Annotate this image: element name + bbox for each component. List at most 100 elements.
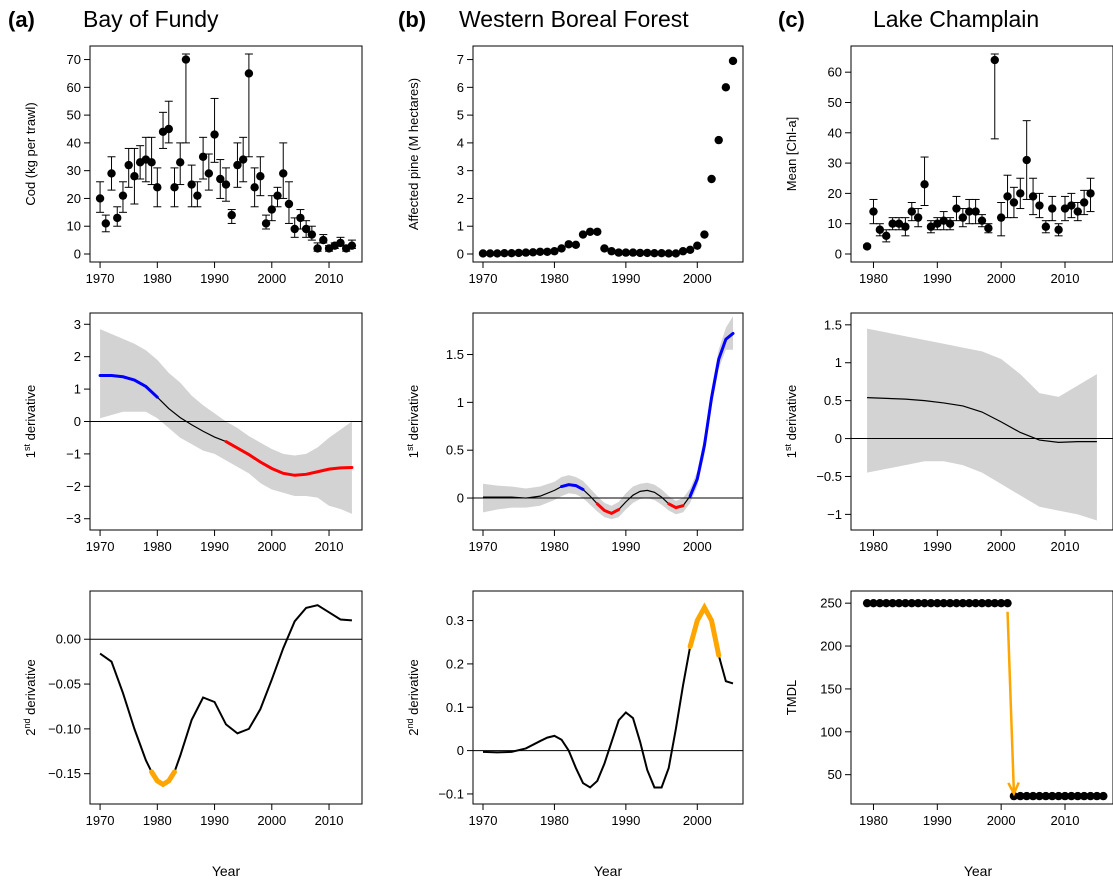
data-point [347, 241, 357, 250]
x-tick-label: 2000 [987, 539, 1016, 554]
data-point [147, 158, 156, 167]
x-tick-label: 2000 [683, 271, 712, 286]
y-tick-label: 10 [828, 216, 842, 231]
x-tick-label: 2010 [1051, 539, 1080, 554]
panel-0: 1970 1980 1990 2000 2010 0 10 20 30 40 50 60 70 Cod (… [23, 45, 363, 286]
data-point [1067, 201, 1076, 210]
data-point [153, 183, 162, 192]
y-tick-label: 0 [74, 247, 81, 262]
x-tick-label: 2000 [257, 813, 286, 828]
column-title-b: Western Boreal Forest [459, 6, 689, 32]
data-point [521, 248, 531, 257]
data-point [233, 160, 242, 170]
y-axis-label: Mean [Chl-a] [784, 117, 799, 191]
highlight-segment [688, 331, 735, 498]
data-point [926, 222, 936, 231]
data-point [284, 199, 294, 209]
panel-label-c: (c) [778, 7, 805, 32]
data-point [593, 227, 602, 236]
data-point [493, 249, 502, 258]
y-tick-label: 70 [67, 52, 81, 67]
data-point [221, 180, 231, 189]
data-point [913, 598, 923, 608]
x-tick-label: 2000 [257, 539, 286, 554]
y-axis-label: 1st derivative [783, 385, 799, 459]
data-point [901, 598, 910, 608]
highlight-segment [667, 502, 685, 510]
data-point [1086, 791, 1095, 801]
data-point [1016, 189, 1025, 198]
data-point [1073, 207, 1082, 216]
data-point [124, 160, 133, 170]
y-tick-label: 30 [828, 156, 842, 171]
data-point [1009, 198, 1019, 207]
data-point [678, 247, 688, 256]
data-point [894, 598, 904, 608]
data-point [907, 598, 916, 608]
data-point [996, 598, 1006, 608]
xlabel-b: Year [594, 863, 623, 879]
y-tick-label: 4 [457, 135, 464, 150]
data-point [500, 248, 509, 258]
x-tick-label: 1980 [143, 271, 172, 286]
data-point [250, 183, 259, 192]
y-tick-label: 3 [74, 317, 81, 332]
data-point [894, 219, 904, 228]
plot-area [478, 56, 738, 258]
x-tick-label: 1980 [540, 539, 569, 554]
x-tick-label: 1990 [200, 271, 229, 286]
x-tick-label: 1990 [923, 539, 952, 554]
plot-area [90, 329, 362, 514]
y-tick-label: −2 [66, 479, 81, 494]
plot-area [862, 598, 1108, 801]
xlabel-a: Year [212, 863, 241, 879]
data-point [1035, 791, 1044, 801]
data-point [1048, 204, 1057, 213]
plot-frame [89, 45, 363, 263]
y-tick-label: 60 [828, 65, 842, 80]
plot-frame [850, 45, 1113, 263]
y-tick-label: 0 [835, 247, 842, 262]
panel-label-b: (b) [398, 7, 426, 32]
y-tick-label: 0 [457, 247, 464, 262]
x-tick-label: 1990 [923, 813, 952, 828]
data-point [1092, 791, 1102, 801]
y-tick-label: 50 [67, 108, 81, 123]
plot-frame [472, 45, 744, 263]
column-title-c: Lake Champlain [873, 6, 1039, 32]
data-point [550, 247, 559, 256]
y-tick-label: 40 [67, 135, 81, 150]
data-point [971, 598, 980, 608]
y-axis-label: 2nd derivative [405, 659, 421, 736]
highlight-segment [149, 769, 177, 788]
panel-7: 1970 1980 1990 2000 −0.1 0 0.1 0.2 0.3 2nd deriva… [405, 590, 744, 828]
data-point [118, 191, 128, 200]
data-point [907, 207, 916, 216]
x-tick-label: 2010 [315, 271, 344, 286]
x-tick-label: 1990 [200, 813, 229, 828]
x-tick-label: 1980 [143, 539, 172, 554]
y-tick-label: −1 [827, 507, 842, 522]
plot-frame [850, 312, 1113, 531]
change-arrow [1006, 611, 1016, 794]
data-point [1041, 791, 1051, 801]
plot-area [95, 53, 357, 253]
data-point [628, 248, 638, 257]
data-point [939, 598, 948, 608]
data-point [952, 598, 961, 608]
data-point [996, 213, 1006, 222]
data-point [657, 248, 666, 258]
data-point [585, 227, 595, 236]
data-point [635, 248, 645, 258]
data-point [933, 598, 942, 608]
data-point [514, 248, 523, 258]
y-tick-label: 2 [457, 191, 464, 206]
data-point [875, 225, 885, 234]
data-point [971, 207, 980, 216]
y-tick-label: −0.5 [816, 469, 842, 484]
highlight-segment [224, 440, 354, 477]
data-point [507, 248, 516, 258]
x-tick-label: 2000 [987, 813, 1016, 828]
y-tick-label: 250 [820, 596, 842, 611]
